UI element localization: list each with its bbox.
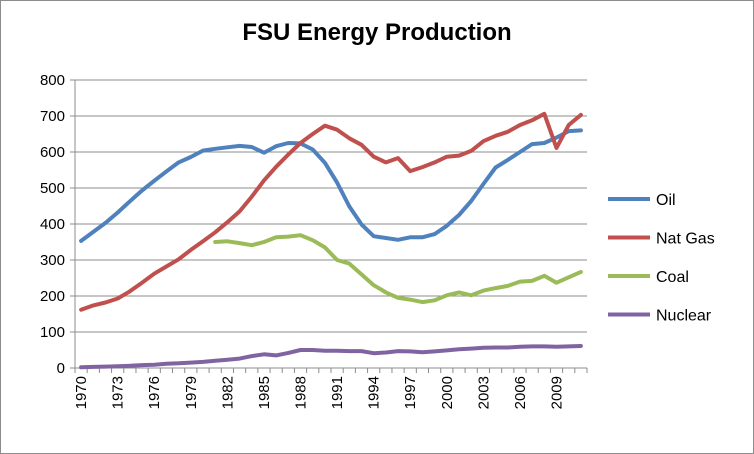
series-lines xyxy=(79,111,583,370)
gridlines xyxy=(75,79,587,333)
x-tick-label: 1994 xyxy=(366,376,383,409)
axes: 0 100 200 300 400 500 600 700 800 1970 1973 1976 197… xyxy=(40,72,588,409)
series-line-oil xyxy=(79,128,583,243)
x-tick-label: 2000 xyxy=(439,376,456,409)
series-line-nuclear xyxy=(79,344,583,370)
x-tick-label: 1991 xyxy=(329,376,346,409)
x-tick-label: 1985 xyxy=(256,376,273,409)
x-tick-label: 1997 xyxy=(402,376,419,409)
x-tick-label: 1988 xyxy=(293,376,310,409)
x-tick-label: 2006 xyxy=(512,376,529,409)
y-tick-label: 400 xyxy=(40,216,65,233)
x-tick-label: 1979 xyxy=(183,376,200,409)
x-tick-label: 1982 xyxy=(219,376,236,409)
x-tick-label: 2003 xyxy=(475,376,492,409)
y-tick-label: 700 xyxy=(40,108,65,125)
y-tick-label: 300 xyxy=(40,252,65,269)
legend: Oil Nat Gas Coal Nuclear xyxy=(608,192,715,325)
legend-label: Nat Gas xyxy=(656,231,715,248)
y-tick-label: 500 xyxy=(40,180,65,197)
y-tick-label: 200 xyxy=(40,288,65,305)
legend-label: Nuclear xyxy=(656,308,712,325)
y-tick-label: 600 xyxy=(40,144,65,161)
x-tick-label: 1976 xyxy=(146,376,163,409)
x-tick-label: 2009 xyxy=(549,376,566,409)
y-tick-label: 0 xyxy=(57,360,65,377)
legend-label: Coal xyxy=(656,269,689,286)
chart-title: FSU Energy Production xyxy=(242,19,512,46)
legend-label: Oil xyxy=(656,192,676,209)
series-line-nat-gas xyxy=(79,111,583,312)
y-tick-label: 100 xyxy=(40,324,65,341)
series-line-coal xyxy=(213,233,583,305)
x-tick-label: 1970 xyxy=(73,376,90,409)
y-tick-label: 800 xyxy=(40,72,65,89)
x-tick-label: 1973 xyxy=(110,376,127,409)
